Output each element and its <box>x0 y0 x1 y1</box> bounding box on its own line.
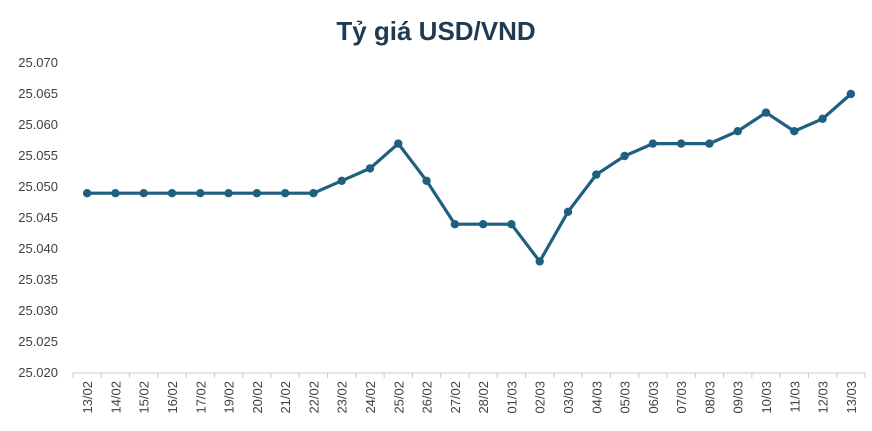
y-axis: 25.020 25.025 25.030 25.035 25.040 25.045 25.0… <box>18 55 58 380</box>
chart-title: Tỷ giá USD/VND <box>336 16 535 46</box>
x-tick-label: 07/03 <box>674 381 689 414</box>
data-point <box>705 139 714 148</box>
x-tick-label: 13/03 <box>844 381 859 414</box>
x-tick-label: 21/02 <box>278 381 293 414</box>
data-point <box>196 189 205 198</box>
y-tick-label: 25.070 <box>18 55 58 70</box>
x-tick-label: 27/02 <box>448 381 463 414</box>
data-point <box>478 220 488 229</box>
y-tick-label: 25.055 <box>18 148 58 163</box>
x-tick-label: 13/02 <box>80 381 95 414</box>
data-point <box>450 220 460 229</box>
x-tick-label: 17/02 <box>193 381 208 414</box>
x-tick-label: 03/03 <box>561 381 576 414</box>
x-tick-label: 02/03 <box>533 381 548 414</box>
x-tick-label: 14/02 <box>108 381 123 414</box>
x-tick-label: 06/03 <box>646 381 661 414</box>
y-tick-label: 25.065 <box>18 86 58 101</box>
data-point <box>818 114 827 124</box>
y-tick-label: 25.040 <box>18 241 58 256</box>
data-point <box>422 176 431 185</box>
data-point <box>790 127 799 136</box>
y-tick-label: 25.020 <box>18 365 58 380</box>
x-tick-label: 05/03 <box>618 381 633 414</box>
x-tick-label: 28/02 <box>476 381 491 414</box>
x-tick-label: 04/03 <box>589 381 604 414</box>
x-tick-label: 26/02 <box>420 381 435 414</box>
data-point <box>224 189 233 198</box>
x-tick-label: 15/02 <box>137 381 152 414</box>
y-tick-label: 25.045 <box>18 210 58 225</box>
data-point <box>846 89 856 99</box>
data-point <box>111 189 120 198</box>
y-tick-label: 25.025 <box>18 334 58 349</box>
data-point <box>733 127 742 136</box>
x-tick-label: 08/03 <box>702 381 717 414</box>
x-tick-label: 23/02 <box>335 381 350 414</box>
data-point <box>676 139 686 148</box>
x-tick-label: 09/03 <box>731 381 746 414</box>
data-point <box>592 170 601 179</box>
y-tick-label: 25.035 <box>18 272 58 287</box>
x-tick-label: 12/03 <box>816 381 831 414</box>
x-tick-label: 20/02 <box>250 381 265 414</box>
data-point <box>507 220 516 229</box>
data-point <box>620 151 629 161</box>
x-tick-label: 16/02 <box>165 381 180 414</box>
y-tick-label: 25.060 <box>18 117 58 132</box>
data-point <box>761 108 771 117</box>
x-tick-label: 10/03 <box>759 381 774 414</box>
x-tick-label: 01/03 <box>504 381 519 414</box>
data-point <box>648 139 658 148</box>
data-point <box>535 257 544 266</box>
data-point <box>309 189 318 198</box>
series-layer <box>82 89 856 266</box>
x-tick-label: 25/02 <box>391 381 406 414</box>
data-point <box>82 189 92 198</box>
data-point <box>365 164 375 173</box>
data-point <box>394 139 403 148</box>
data-point <box>563 207 573 216</box>
data-point <box>252 189 262 198</box>
data-point <box>139 189 148 198</box>
x-axis: 13/02 14/02 15/02 16/02 17/02 19/02 20/02 21/02… <box>72 372 866 414</box>
x-tick-label: 19/02 <box>222 381 237 414</box>
data-point <box>167 189 177 198</box>
x-tick-label: 22/02 <box>306 381 321 414</box>
series-line <box>85 92 853 263</box>
y-tick-label: 25.050 <box>18 179 58 194</box>
x-tick-label: 24/02 <box>363 381 378 414</box>
data-point <box>280 189 290 198</box>
y-tick-label: 25.030 <box>18 303 58 318</box>
data-point <box>337 176 346 185</box>
x-tick-label: 11/03 <box>787 381 802 413</box>
